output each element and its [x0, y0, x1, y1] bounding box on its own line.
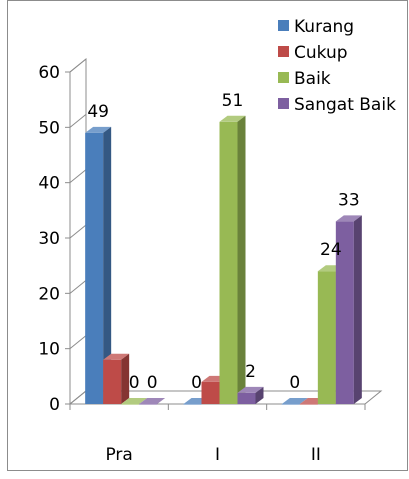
bar-front-face: [85, 132, 104, 404]
data-label: 33: [338, 190, 360, 210]
data-label: 24: [320, 240, 342, 260]
bar-side-face: [103, 126, 112, 404]
bar-side-face: [353, 215, 362, 404]
y-tick-label: 50: [38, 118, 60, 138]
y-tick-depth-line: [69, 224, 87, 239]
y-tick-depth-line: [69, 335, 87, 350]
bar-front-face: [335, 221, 354, 404]
bar-top-face: [139, 398, 166, 404]
legend-swatch: [278, 20, 289, 31]
bar-baik: [121, 398, 148, 405]
data-label: 0: [129, 373, 140, 393]
bar-top-face: [85, 126, 112, 133]
y-tick-label: 40: [38, 174, 60, 194]
bar-front-face: [299, 404, 318, 405]
bar-front-face: [281, 404, 300, 405]
bar-top-face: [219, 115, 246, 122]
bar-front-face: [201, 381, 220, 404]
bar-side-face: [237, 115, 246, 405]
y-tick-label: 10: [38, 340, 60, 360]
bar-front-face: [183, 404, 202, 405]
bar-sangat-baik: [237, 386, 264, 404]
x-category-label: II: [311, 445, 321, 465]
legend-label: Baik: [294, 69, 331, 89]
bar-top-face: [237, 386, 264, 393]
bar-front-face: [121, 404, 140, 405]
bar-side-face: [255, 386, 264, 404]
data-label: 2: [245, 362, 256, 382]
y-tick-label: 20: [38, 284, 60, 304]
legend-swatch: [278, 46, 289, 57]
bar-kurang: [85, 126, 112, 404]
bar-baik: [219, 115, 246, 405]
data-label: 51: [222, 91, 244, 111]
data-label: 0: [147, 373, 158, 393]
data-label: 0: [191, 373, 202, 393]
bar-side-face: [121, 353, 130, 404]
bar-cukup: [103, 353, 130, 404]
x-category-label: Pra: [105, 445, 132, 465]
bar-front-face: [237, 392, 256, 404]
y-tick-depth-line: [69, 58, 87, 73]
bar-front-face: [317, 271, 336, 404]
data-label: 0: [289, 373, 300, 393]
bar-top-face: [121, 398, 148, 404]
x-category-label: I: [215, 445, 220, 465]
bar-top-face: [281, 398, 308, 404]
bar-sangat-baik: [139, 398, 166, 405]
y-tick-label: 30: [38, 229, 60, 249]
bar-kurang: [281, 398, 308, 405]
y-tick-depth-line: [69, 390, 87, 405]
legend-label: Cukup: [294, 43, 348, 63]
bar-top-face: [335, 215, 362, 222]
bar-sangat-baik: [335, 215, 362, 404]
bar-front-face: [103, 359, 122, 404]
y-tick-label: 0: [49, 395, 60, 415]
legend-swatch: [278, 98, 289, 109]
legend-swatch: [278, 72, 289, 83]
y-tick-depth-line: [69, 113, 87, 128]
y-tick-label: 60: [38, 63, 60, 83]
bar-front-face: [219, 121, 238, 405]
bar-top-face: [103, 353, 130, 360]
legend-label: Kurang: [294, 17, 354, 37]
y-tick-depth-line: [69, 169, 87, 184]
data-label: 49: [87, 102, 109, 122]
legend-label: Sangat Baik: [294, 95, 396, 115]
y-tick-depth-line: [69, 279, 87, 294]
bar-front-face: [139, 404, 158, 405]
